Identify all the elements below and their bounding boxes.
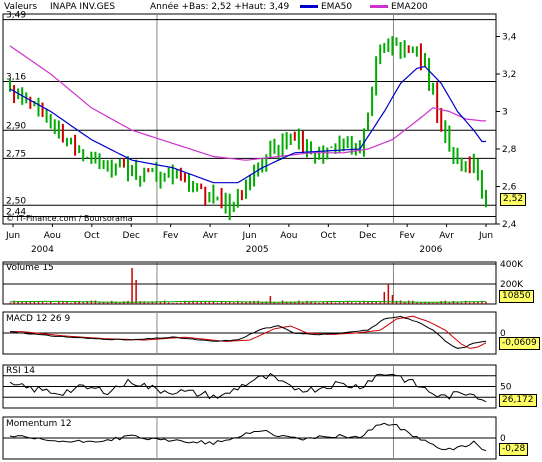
price-axis-tick-label: 2,4 — [502, 220, 517, 230]
month-label: Fev — [163, 231, 179, 241]
price-axis-tick-label: 3,4 — [502, 33, 517, 43]
macd-signal-line — [10, 315, 487, 349]
price-ref-label: 2,75 — [6, 149, 26, 159]
ema200-swatch — [370, 5, 388, 8]
macd-last-value: -0,0609 — [499, 337, 540, 350]
month-label: Oct — [84, 231, 100, 241]
credit-text: © IT-Finance.com / Boursorama — [6, 214, 133, 223]
volume-axis-tick-label: 400K — [500, 260, 524, 270]
year-label: 2004 — [31, 245, 54, 255]
ema50-line — [9, 65, 486, 184]
price-ref-label: 2,50 — [6, 196, 26, 206]
header-label: Valeurs — [4, 2, 38, 12]
volume-axis-tick-label: 200K — [500, 280, 524, 290]
month-label: Avr — [203, 231, 218, 241]
ema200-line — [9, 45, 486, 161]
momentum-last-value: -0,28 — [499, 443, 529, 456]
momentum-title: Momentum 12 — [6, 419, 72, 429]
month-label: Oct — [321, 231, 337, 241]
price-ref-label: 3,16 — [6, 73, 26, 83]
price-ref-label: 2,90 — [6, 121, 26, 131]
price-axis-tick-label: 2,6 — [502, 183, 517, 193]
volume-frame — [2, 261, 497, 305]
month-label: Fev — [399, 231, 415, 241]
volume-average-line — [9, 300, 486, 303]
month-label: Jun — [478, 231, 493, 241]
price-axis-tick-label: 3 — [502, 108, 508, 118]
ema50-swatch — [300, 5, 318, 8]
rsi-title: RSI 14 — [6, 366, 35, 376]
price-panel-frame — [2, 13, 497, 225]
ema50-label: EMA50 — [321, 2, 353, 12]
month-label: Avr — [439, 231, 454, 241]
momentum-line — [9, 422, 487, 452]
price-ref-label: 2,44 — [6, 208, 26, 218]
volume-title: Volume 15 — [6, 263, 54, 273]
year-range: Année +Bas: 2,52 +Haut: 3,49 — [150, 2, 290, 12]
price-axis-tick-label: 3,2 — [502, 70, 516, 80]
month-label: Dec — [359, 231, 376, 241]
month-label: Aou — [280, 231, 297, 241]
month-label: Jun — [241, 231, 256, 241]
price-axis-tick-label: 2,8 — [502, 145, 517, 155]
rsi-axis-tick-label: 50 — [500, 383, 512, 393]
macd-line — [9, 315, 487, 349]
volume-last-value: 10850 — [499, 290, 534, 303]
month-label: Dec — [123, 231, 140, 241]
stock-name: INAPA INV.GES — [50, 2, 116, 12]
month-label: Aou — [44, 231, 61, 241]
rsi-line — [9, 372, 487, 403]
macd-title: MACD 12 26 9 — [6, 314, 71, 324]
ema200-label: EMA200 — [391, 2, 428, 12]
rsi-last-value: 26,172 — [499, 394, 537, 407]
month-label: Jun — [5, 231, 20, 241]
year-label: 2006 — [419, 245, 442, 255]
macd-axis-tick-label: 0 — [500, 329, 506, 339]
momentum-axis-tick-label: 0 — [500, 434, 506, 444]
price-ref-label: 3,49 — [6, 11, 26, 21]
price-last-value: 2,52 — [500, 193, 527, 206]
legend-ema50: EMA50 — [300, 2, 352, 12]
year-label: 2005 — [246, 245, 269, 255]
legend-ema200: EMA200 — [370, 2, 428, 12]
